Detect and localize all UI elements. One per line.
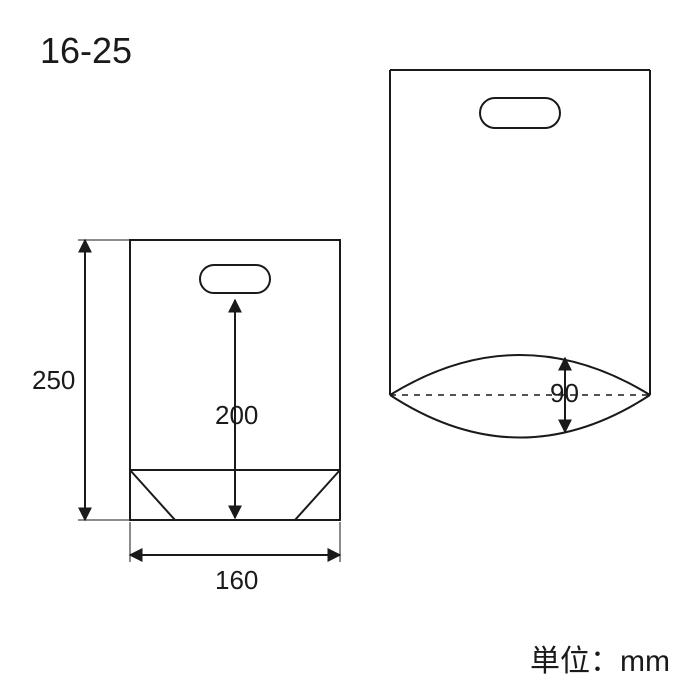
right-bag-bottom-lower (390, 395, 650, 438)
right-bag-handle (480, 98, 560, 128)
left-bag-gusset-l (130, 470, 175, 520)
diagram-svg (0, 0, 700, 700)
left-bag-gusset-r (295, 470, 340, 520)
left-bag-handle (200, 265, 270, 293)
right-bag-bottom-upper (390, 355, 650, 395)
